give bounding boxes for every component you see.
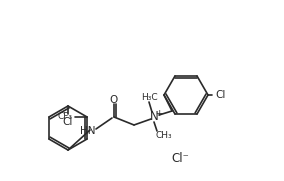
Text: CF₃: CF₃ xyxy=(58,113,72,121)
Text: HN: HN xyxy=(80,126,96,136)
Text: H₃C: H₃C xyxy=(141,92,157,102)
Text: CH₃: CH₃ xyxy=(156,131,172,140)
Text: N: N xyxy=(150,110,158,123)
Text: Cl: Cl xyxy=(215,90,225,100)
Text: Cl⁻: Cl⁻ xyxy=(171,151,189,165)
Text: +: + xyxy=(155,108,163,117)
Text: Cl: Cl xyxy=(63,117,73,127)
Text: O: O xyxy=(110,95,118,105)
